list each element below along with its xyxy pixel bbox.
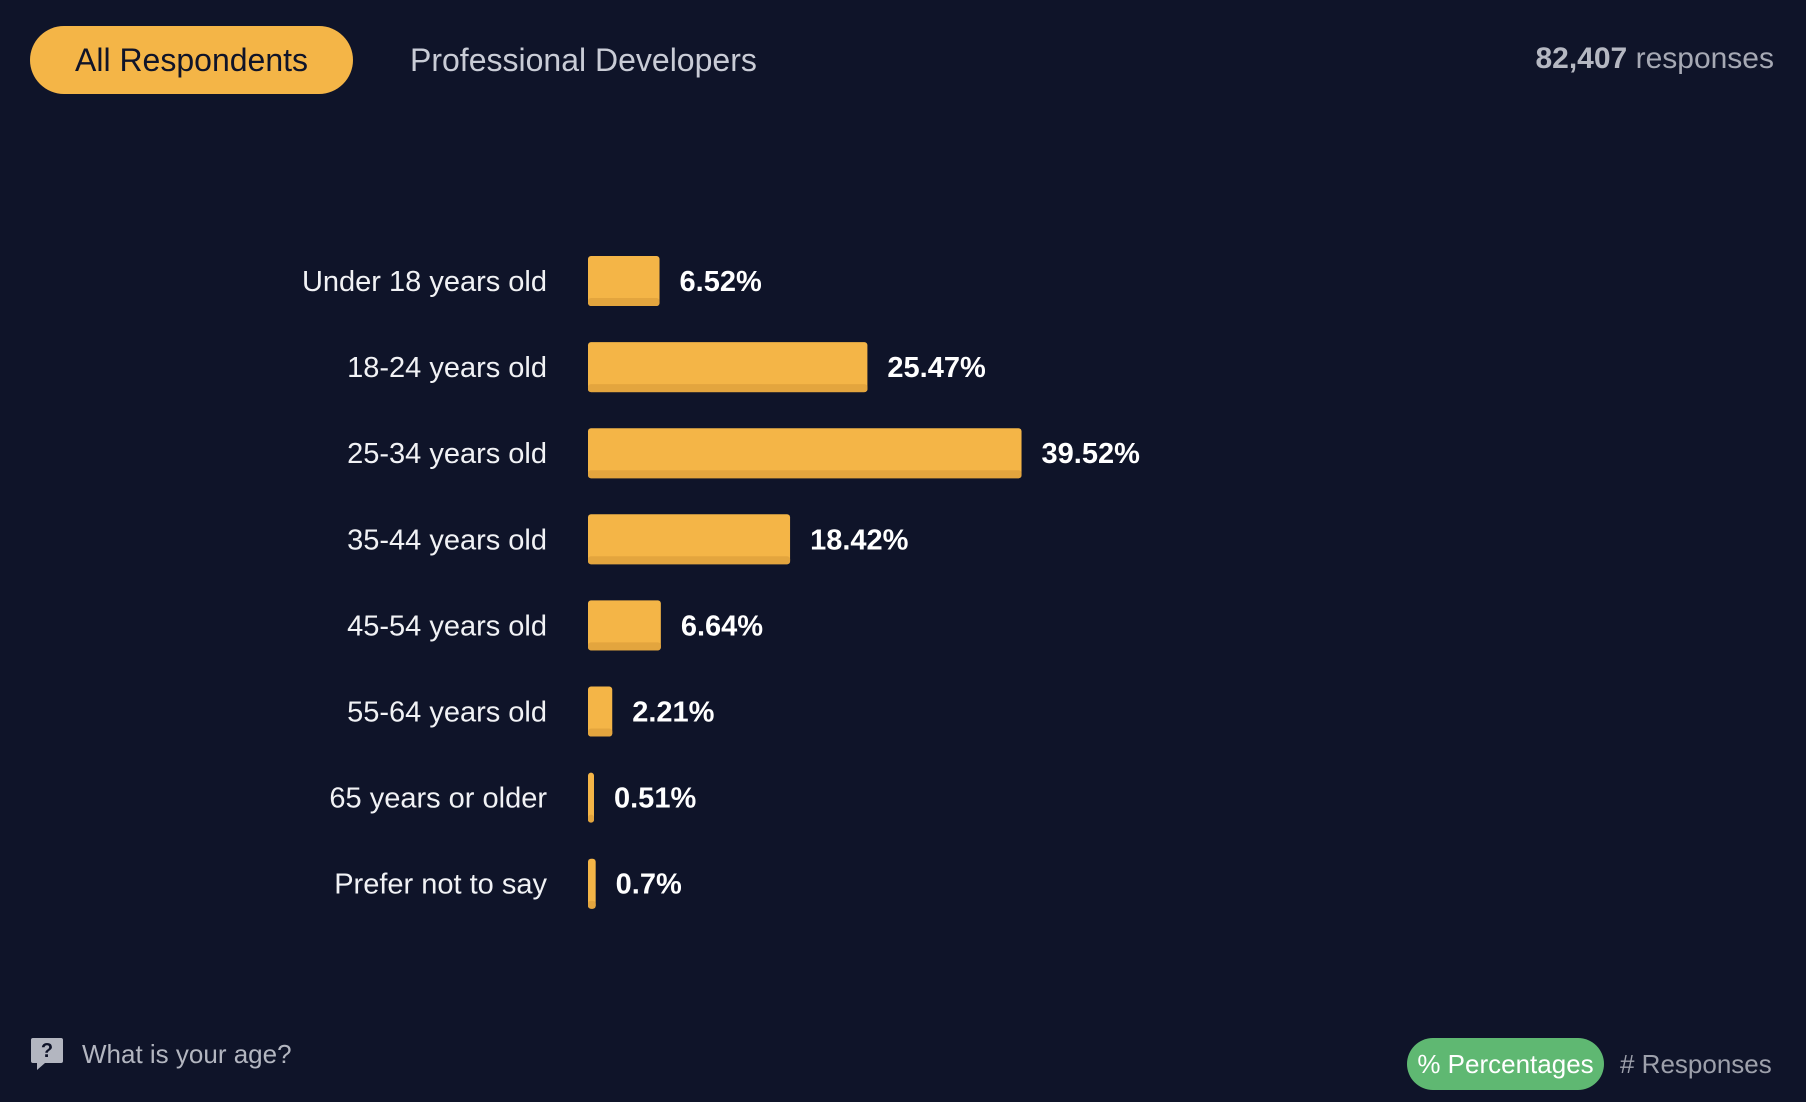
age-bar-chart: Under 18 years old 6.52% 18-24 years old 25… bbox=[302, 256, 1141, 909]
bar-65-years-or-older bbox=[588, 772, 594, 823]
question-icon: ? bbox=[31, 1038, 63, 1070]
category-label-prefer-not-to-say: Prefer not to say bbox=[334, 869, 547, 901]
bar-shade-prefer-not-to-say bbox=[588, 900, 596, 909]
bar-prefer-not-to-say bbox=[588, 858, 596, 909]
category-label-under-18-years-old: Under 18 years old bbox=[302, 266, 547, 298]
bar-55-64-years-old bbox=[588, 686, 613, 737]
bar-25-34-years-old bbox=[588, 428, 1022, 479]
responses-count: 82,407 responses bbox=[1535, 42, 1774, 76]
bar-under-18-years-old bbox=[588, 256, 660, 306]
bar-shade-35-44-years-old bbox=[588, 556, 791, 565]
question-caption: ? What is your age? bbox=[30, 1036, 292, 1072]
value-label-18-24-years-old: 25.47% bbox=[887, 352, 986, 384]
value-label-prefer-not-to-say: 0.7% bbox=[616, 869, 682, 901]
value-label-55-64-years-old: 2.21% bbox=[632, 697, 714, 729]
bar-shade-25-34-years-old bbox=[588, 470, 1022, 479]
bar-shade-under-18-years-old bbox=[588, 298, 660, 306]
bar-35-44-years-old bbox=[588, 514, 791, 565]
bar-45-54-years-old bbox=[588, 600, 661, 651]
svg-text:?: ? bbox=[41, 1040, 53, 1062]
value-label-35-44-years-old: 18.42% bbox=[810, 524, 909, 556]
category-label-25-34-years-old: 25-34 years old bbox=[347, 438, 547, 470]
responses-count-suffix: responses bbox=[1635, 42, 1774, 75]
category-label-55-64-years-old: 55-64 years old bbox=[347, 697, 547, 729]
tab-professional-developers[interactable]: Professional Developers bbox=[394, 26, 773, 94]
category-label-65-years-or-older: 65 years or older bbox=[329, 783, 547, 815]
value-label-25-34-years-old: 39.52% bbox=[1042, 438, 1141, 470]
value-label-65-years-or-older: 0.51% bbox=[614, 783, 696, 815]
category-label-18-24-years-old: 18-24 years old bbox=[347, 352, 547, 384]
bar-18-24-years-old bbox=[588, 342, 868, 393]
responses-toggle[interactable]: # Responses bbox=[1612, 1038, 1780, 1090]
value-label-45-54-years-old: 6.64% bbox=[681, 610, 763, 642]
question-text: What is your age? bbox=[82, 1038, 292, 1069]
bar-shade-65-years-or-older bbox=[588, 814, 594, 823]
value-label-under-18-years-old: 6.52% bbox=[680, 266, 762, 298]
responses-count-number: 82,407 bbox=[1535, 42, 1628, 75]
bar-shade-18-24-years-old bbox=[588, 384, 868, 393]
category-label-35-44-years-old: 35-44 years old bbox=[347, 524, 547, 556]
category-label-45-54-years-old: 45-54 years old bbox=[347, 610, 547, 642]
bar-shade-45-54-years-old bbox=[588, 642, 661, 651]
tab-all-respondents[interactable]: All Respondents bbox=[30, 26, 353, 94]
percentages-toggle[interactable]: % Percentages bbox=[1407, 1038, 1604, 1090]
bar-shade-55-64-years-old bbox=[588, 728, 613, 737]
